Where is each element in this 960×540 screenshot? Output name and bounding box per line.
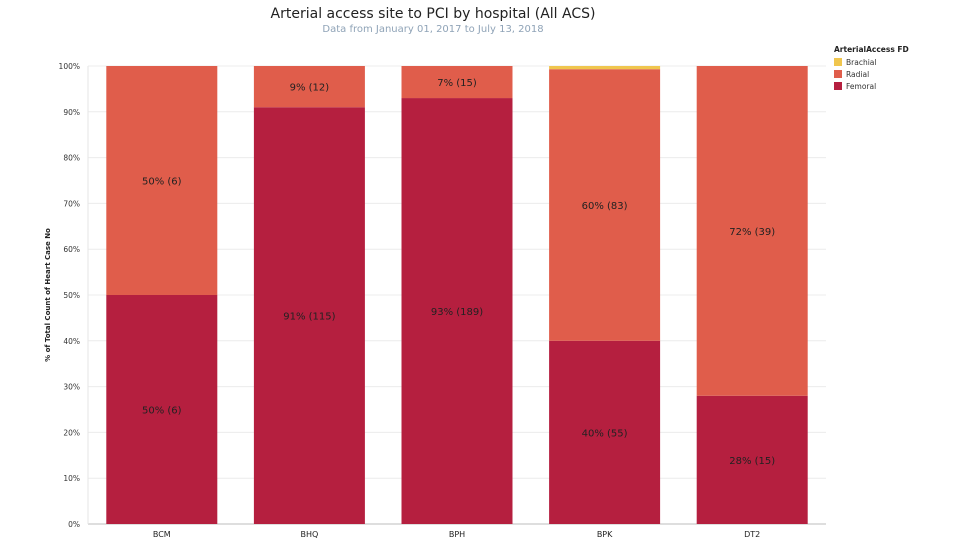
legend-label: Radial: [846, 69, 870, 79]
chart-subtitle: Data from January 01, 2017 to July 13, 2…: [322, 24, 544, 35]
data-label-femoral-bhq: 91% (115): [283, 312, 335, 323]
bar-radial-bph: [401, 66, 513, 99]
data-label-radial-bhq: 9% (12): [290, 83, 330, 94]
bar-radial-bpk: [549, 69, 661, 341]
legend-swatch: [834, 82, 842, 90]
y-tick-label: 70%: [63, 199, 80, 208]
data-label-femoral-dt2: 28% (15): [729, 456, 775, 467]
bar-radial-bcm: [106, 66, 218, 295]
data-label-femoral-bph: 93% (189): [431, 307, 483, 318]
legend-label: Brachial: [846, 57, 877, 67]
bar-femoral-bcm: [106, 295, 218, 524]
x-tick-label: BHQ: [300, 530, 318, 539]
x-tick-label: DT2: [744, 530, 760, 539]
bar-femoral-bpk: [549, 340, 661, 524]
y-tick-label: 80%: [63, 154, 80, 163]
legend-item-radial[interactable]: Radial: [834, 68, 954, 80]
data-label-radial-bph: 7% (15): [437, 78, 477, 89]
bar-brachial-bpk: [549, 66, 661, 70]
legend: ArterialAccess FD Brachial Radial Femoral: [834, 45, 954, 92]
data-label-femoral-bcm: 50% (6): [142, 406, 182, 417]
data-label-radial-dt2: 72% (39): [729, 227, 775, 238]
y-tick-label: 30%: [63, 383, 80, 392]
data-label-femoral-bpk: 40% (55): [582, 428, 628, 439]
y-tick-label: 100%: [59, 62, 80, 71]
legend-swatch: [834, 70, 842, 78]
legend-item-femoral[interactable]: Femoral: [834, 80, 954, 92]
bar-femoral-bhq: [253, 107, 365, 524]
y-tick-label: 60%: [63, 245, 80, 254]
x-tick-label: BPK: [597, 530, 613, 539]
bar-radial-bhq: [253, 66, 365, 108]
x-tick-label: BCM: [153, 530, 171, 539]
legend-swatch: [834, 58, 842, 66]
y-tick-label: 0%: [68, 520, 80, 529]
y-tick-label: 40%: [63, 337, 80, 346]
y-tick-label: 90%: [63, 108, 80, 117]
legend-item-brachial[interactable]: Brachial: [834, 56, 954, 68]
y-tick-label: 20%: [63, 428, 80, 437]
y-tick-label: 10%: [63, 474, 80, 483]
chart-title: Arterial access site to PCI by hospital …: [270, 6, 596, 22]
bar-radial-dt2: [696, 66, 808, 396]
data-label-radial-bpk: 60% (83): [582, 201, 628, 212]
data-label-radial-bcm: 50% (6): [142, 177, 182, 188]
bar-femoral-bph: [401, 98, 513, 524]
legend-title: ArterialAccess FD: [834, 45, 909, 54]
x-tick-label: BPH: [449, 530, 465, 539]
y-tick-label: 50%: [63, 291, 80, 300]
y-axis-title: % of Total Count of Heart Case No: [44, 228, 52, 362]
legend-label: Femoral: [846, 81, 877, 91]
bar-femoral-dt2: [696, 395, 808, 524]
